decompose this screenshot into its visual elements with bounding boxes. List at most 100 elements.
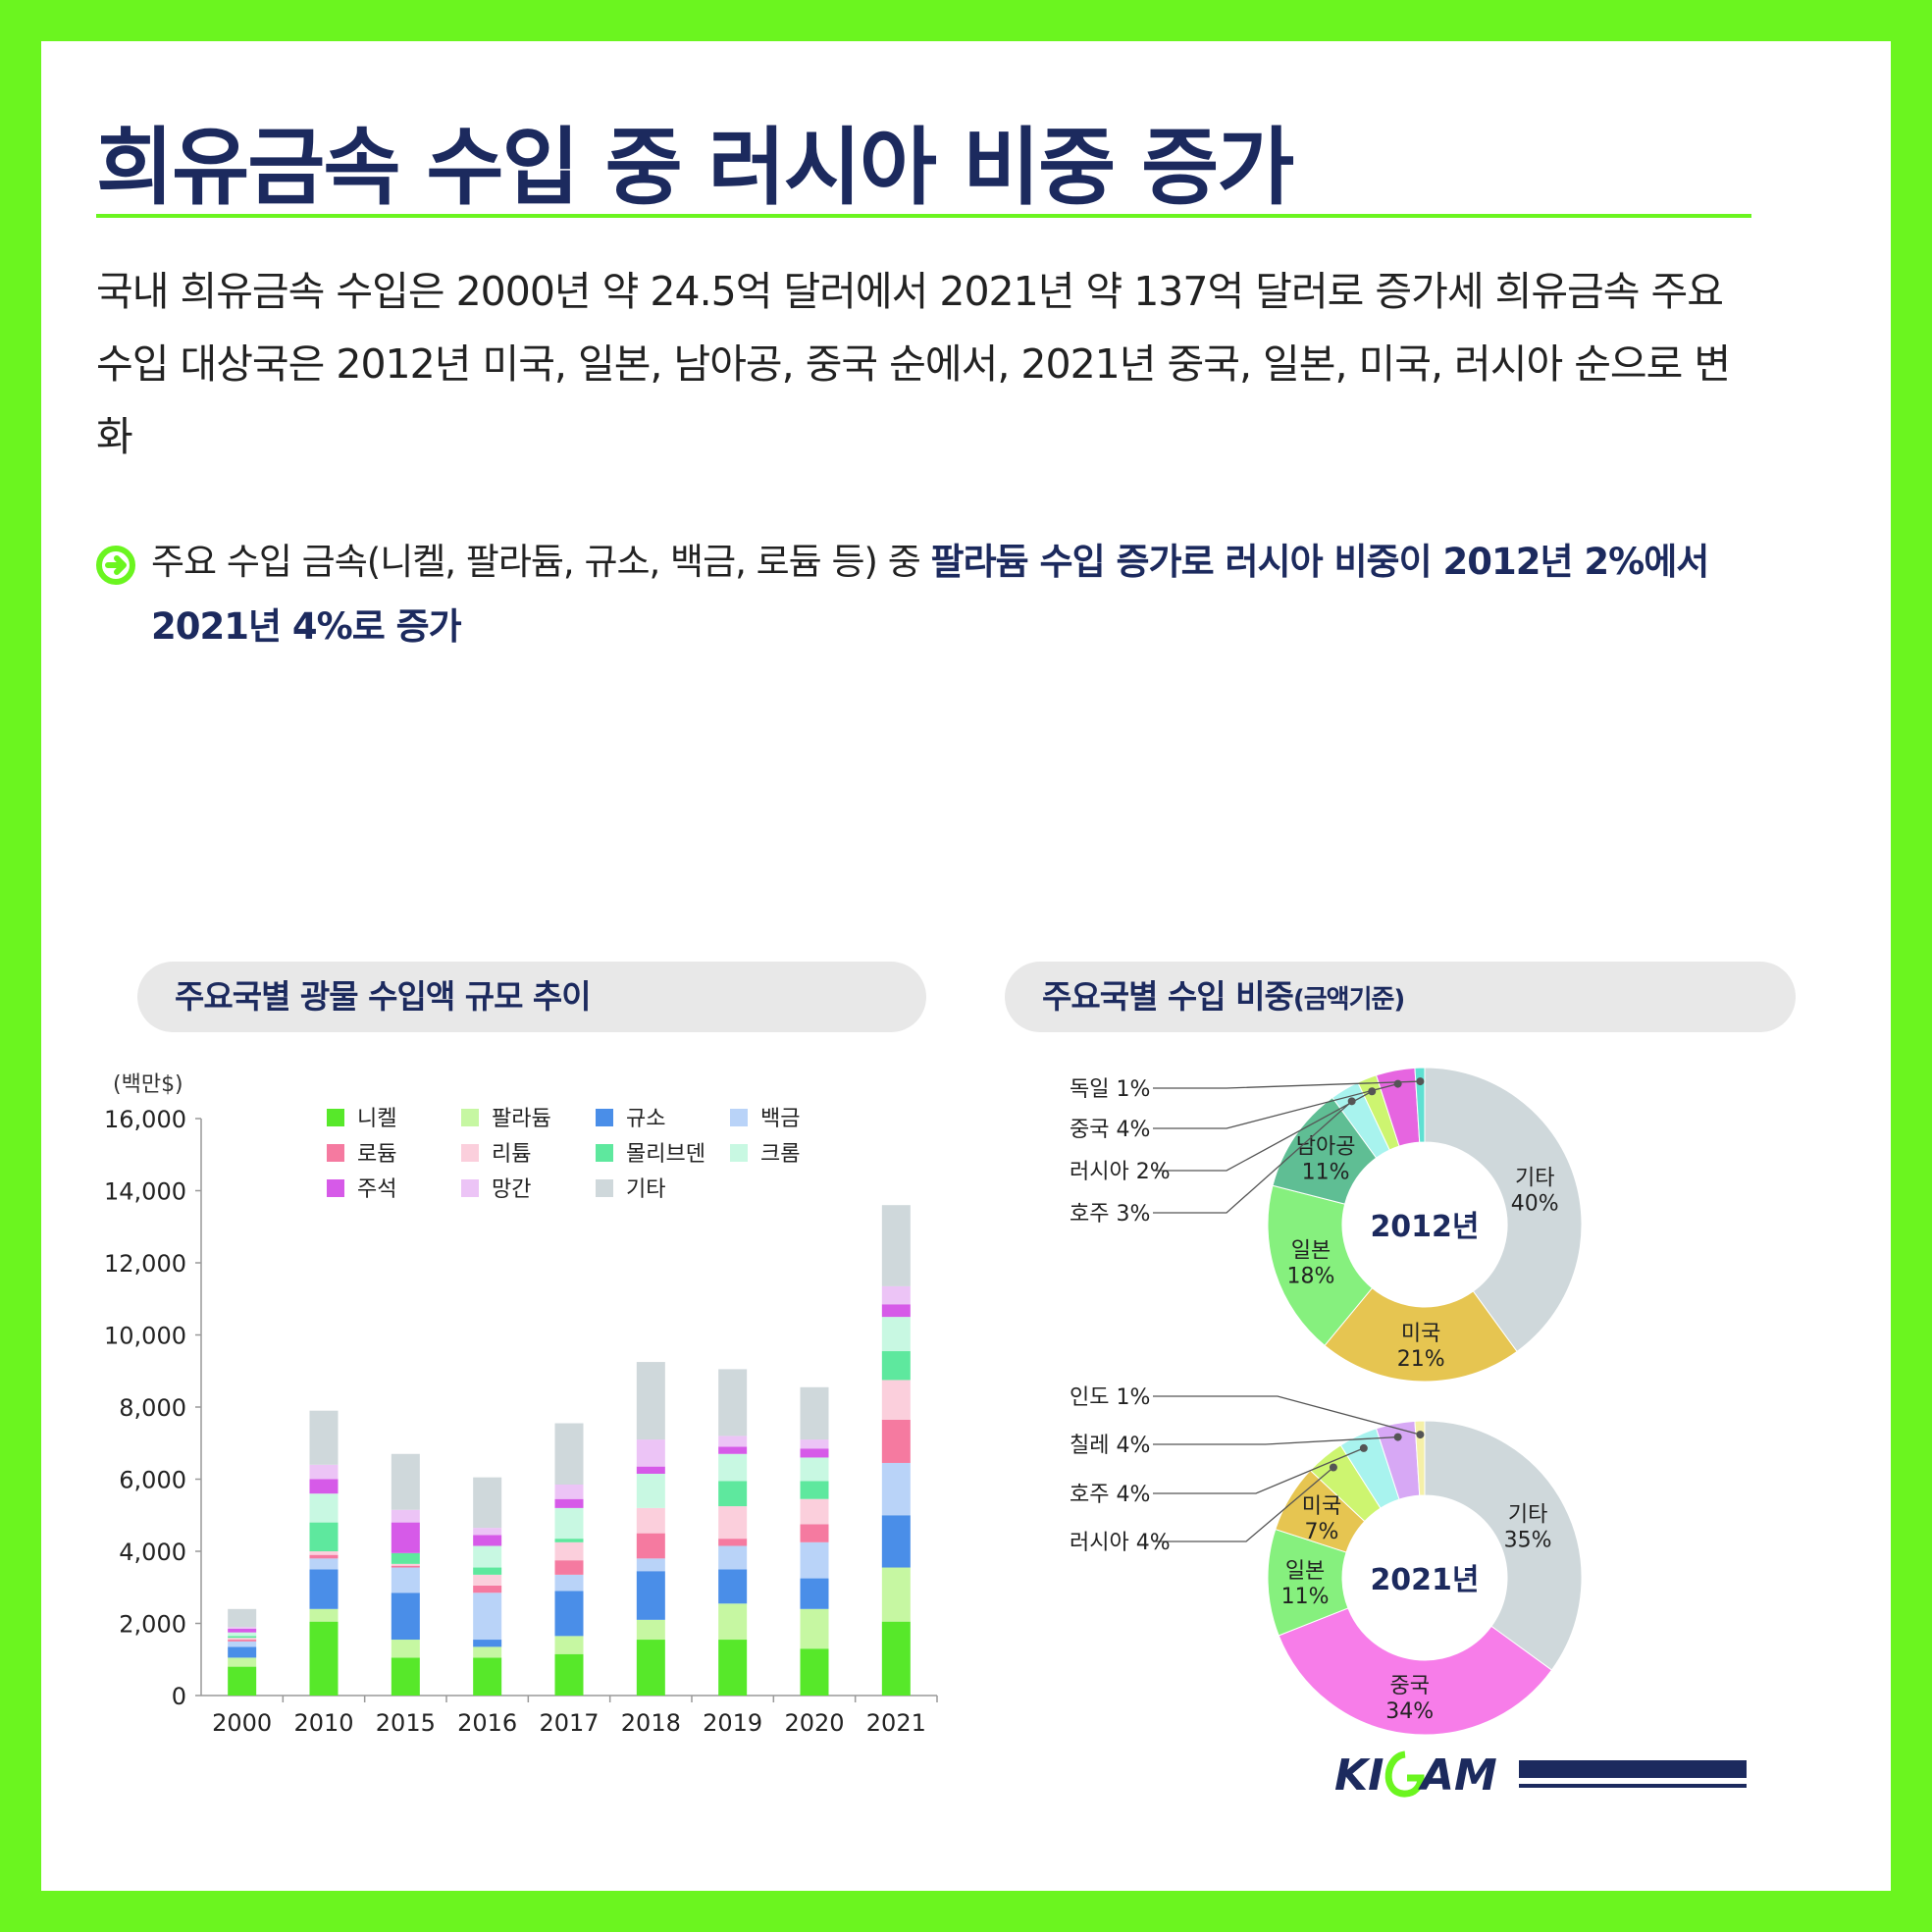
bar-segment (309, 1551, 339, 1555)
x-tick-label: 2015 (376, 1709, 436, 1737)
bar-segment (636, 1473, 665, 1508)
pie-panel-heading-suffix: (금액기준) (1292, 985, 1405, 1015)
bar-panel-heading: 주요국별 광물 수입액 규모 추이 (137, 962, 926, 1032)
pie-callout-label: 인도 1% (1070, 1385, 1150, 1410)
legend-swatch (461, 1179, 479, 1197)
pie-slice-label: 미국 (1302, 1494, 1341, 1519)
bar-segment (228, 1638, 257, 1641)
bar-segment (636, 1362, 665, 1440)
x-tick-label: 2021 (866, 1709, 926, 1737)
bar-segment (309, 1554, 339, 1559)
legend-swatch (327, 1144, 344, 1162)
bar-segment (473, 1567, 502, 1575)
y-tick-label: 14,000 (104, 1178, 186, 1206)
legend-label: 규소 (626, 1107, 665, 1131)
svg-text:AM: AM (1418, 1750, 1497, 1801)
legend-label: 크롬 (760, 1142, 800, 1167)
title-divider (96, 214, 1751, 218)
bar-segment (228, 1646, 257, 1658)
arrow-circle-icon (96, 546, 135, 585)
bar-segment (800, 1439, 829, 1449)
bar-segment (309, 1410, 339, 1465)
bar-segment (473, 1477, 502, 1529)
legend-swatch (596, 1179, 613, 1197)
pie-slice-value: 18% (1287, 1265, 1335, 1289)
bar-segment (554, 1574, 584, 1592)
bar-segment (636, 1466, 665, 1474)
bar-segment (881, 1462, 911, 1516)
pie-center-label: 2021년 (1370, 1563, 1479, 1597)
bar-segment (800, 1448, 829, 1458)
legend-label: 기타 (626, 1177, 665, 1202)
leader-line (1153, 1395, 1421, 1436)
pie-slice (1424, 1420, 1583, 1671)
bar-segment (554, 1498, 584, 1508)
y-tick-label: 0 (172, 1683, 186, 1710)
legend-label: 망간 (492, 1177, 531, 1202)
bar-segment (881, 1419, 911, 1463)
legend-label: 니켈 (357, 1107, 396, 1131)
pie-slice-label: 일본 (1291, 1239, 1331, 1264)
bar-segment (636, 1507, 665, 1534)
bar-segment (636, 1558, 665, 1572)
leader-line (1153, 1082, 1398, 1129)
bar-segment (800, 1386, 829, 1440)
bar-segment (473, 1585, 502, 1593)
bar-segment (473, 1640, 502, 1647)
pie-slice-value: 11% (1281, 1585, 1330, 1609)
key-point-text: 주요 수입 금속(니켈, 팔라듐, 규소, 백금, 로듐 등) 중 팔라듐 수입… (151, 530, 1760, 659)
bar-segment (554, 1507, 584, 1540)
leader-dot (1393, 1433, 1402, 1441)
bar-segment (228, 1641, 257, 1647)
bar-segment (473, 1535, 502, 1546)
bar-segment (881, 1515, 911, 1568)
bar-segment (554, 1591, 584, 1637)
bar-segment (636, 1571, 665, 1620)
x-tick-label: 2016 (457, 1709, 517, 1737)
bar-segment (800, 1457, 829, 1482)
leader-line (1153, 1467, 1334, 1542)
bar-segment (800, 1524, 829, 1542)
leader-dot (1368, 1087, 1377, 1096)
leader-dot (1416, 1431, 1425, 1439)
bar-segment (391, 1522, 420, 1553)
x-tick-label: 2018 (621, 1709, 681, 1737)
legend-swatch (596, 1109, 613, 1126)
key-point-highlight: 팔라듐 수입 증가로 러시아 비중이 2012년 2%에서 2021년 4%로 … (151, 541, 1709, 648)
pie-callout-label: 러시아 2% (1070, 1160, 1171, 1184)
bar-segment (309, 1558, 339, 1570)
bar-segment (554, 1653, 584, 1696)
leader-dot (1329, 1463, 1337, 1472)
bar-segment (391, 1567, 420, 1593)
pie-slice-label: 기타 (1508, 1502, 1547, 1527)
bar-segment (473, 1657, 502, 1696)
y-tick-label: 12,000 (104, 1250, 186, 1278)
bar-segment (554, 1539, 584, 1542)
bar-segment (309, 1479, 339, 1494)
leader-line (1153, 1080, 1421, 1089)
bar-segment (718, 1569, 748, 1604)
bar-segment (228, 1627, 257, 1630)
bar-segment (391, 1640, 420, 1658)
pie-slice (1267, 1184, 1374, 1346)
pie-callout-label: 러시아 4% (1070, 1531, 1171, 1555)
bar-segment (228, 1636, 257, 1639)
bar-segment (718, 1453, 748, 1482)
pie-slice (1414, 1067, 1426, 1143)
legend-label: 팔라듐 (492, 1107, 551, 1131)
bar-segment (391, 1565, 420, 1568)
pie-slice (1278, 1607, 1553, 1736)
pie-slice (1324, 1287, 1518, 1383)
bar-segment (473, 1528, 502, 1536)
bar-segment (800, 1608, 829, 1649)
pie-slice-value: 35% (1504, 1528, 1552, 1552)
pie-slice-label: 기타 (1515, 1167, 1554, 1191)
pie-slice-value: 34% (1385, 1699, 1434, 1724)
bar-segment (309, 1608, 339, 1622)
y-tick-label: 10,000 (104, 1323, 186, 1350)
pie-slice-label: 미국 (1401, 1322, 1440, 1346)
pie-slice-label: 남아공 (1296, 1134, 1356, 1159)
leader-line (1153, 1447, 1365, 1494)
bar-segment (228, 1657, 257, 1667)
